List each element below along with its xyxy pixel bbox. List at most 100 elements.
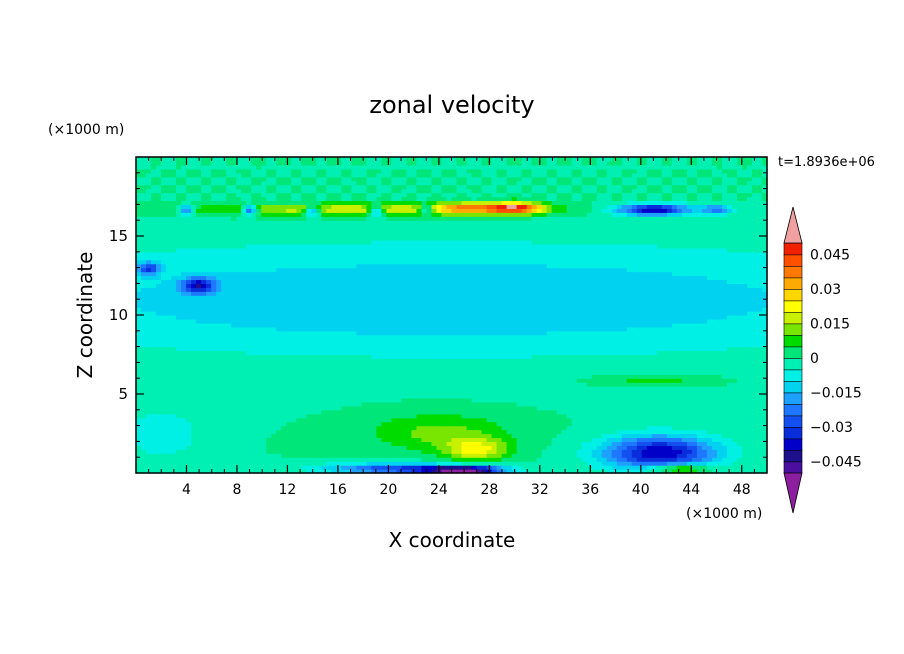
field-cell — [296, 315, 302, 320]
field-cell — [536, 405, 543, 411]
field-cell — [216, 366, 222, 371]
field-cell — [156, 326, 162, 332]
field-cell — [296, 326, 302, 332]
field-cell — [176, 330, 182, 336]
field-cell — [416, 362, 423, 367]
field-cell — [416, 358, 423, 363]
field-cell — [266, 429, 272, 435]
field-cell — [671, 334, 678, 340]
field-cell — [721, 378, 728, 383]
field-cell — [276, 358, 282, 363]
field-cell — [631, 326, 638, 332]
field-cell — [141, 409, 147, 415]
field-cell — [241, 350, 247, 356]
field-cell — [531, 315, 538, 320]
field-cell — [261, 449, 267, 454]
field-cell — [581, 386, 588, 391]
field-cell — [476, 366, 483, 371]
field-cell — [426, 441, 433, 446]
field-cell — [476, 350, 483, 356]
field-cell — [761, 397, 768, 403]
field-cell — [281, 342, 287, 348]
field-cell — [301, 390, 307, 395]
field-cell — [571, 318, 578, 324]
field-cell — [386, 315, 393, 320]
field-cell — [626, 338, 633, 344]
field-cell — [661, 449, 668, 454]
field-cell — [196, 378, 202, 383]
field-cell — [736, 409, 743, 415]
field-cell — [296, 366, 302, 371]
field-cell — [596, 326, 603, 332]
field-cell — [516, 461, 523, 466]
field-cell — [691, 358, 698, 363]
field-cell — [466, 421, 473, 427]
field-cell — [436, 366, 443, 371]
field-cell — [536, 370, 543, 375]
field-cell — [476, 338, 483, 344]
field-cell — [446, 429, 453, 435]
field-cell — [586, 429, 593, 435]
field-cell — [431, 366, 438, 371]
field-cell — [506, 413, 513, 419]
field-cell — [166, 350, 172, 356]
field-cell — [366, 433, 372, 439]
field-cell — [401, 425, 408, 431]
field-cell — [611, 465, 618, 470]
field-cell — [266, 453, 272, 458]
field-cell — [341, 366, 347, 371]
field-cell — [581, 417, 588, 423]
field-cell — [651, 433, 658, 439]
field-cell — [196, 433, 202, 439]
field-cell — [301, 465, 307, 470]
field-cell — [216, 397, 222, 403]
field-cell — [391, 315, 398, 320]
field-cell — [216, 437, 222, 442]
field-cell — [411, 465, 418, 470]
field-cell — [426, 342, 433, 348]
field-cell — [396, 441, 403, 446]
field-cell — [666, 362, 673, 367]
field-cell — [506, 449, 513, 454]
field-cell — [531, 346, 538, 352]
field-cell — [391, 453, 398, 458]
field-cell — [481, 394, 488, 399]
field-cell — [741, 326, 748, 332]
field-cell — [381, 401, 387, 407]
field-cell — [286, 465, 292, 470]
field-cell — [361, 437, 367, 442]
field-cell — [666, 330, 673, 336]
field-cell — [686, 465, 693, 470]
field-cell — [711, 394, 718, 399]
field-cell — [361, 330, 367, 336]
field-cell — [461, 326, 468, 332]
field-cell — [746, 378, 753, 383]
field-cell — [176, 334, 182, 340]
field-cell — [356, 449, 362, 454]
field-cell — [691, 366, 698, 371]
field-cell — [241, 315, 247, 320]
field-cell — [276, 457, 282, 462]
field-cell — [626, 397, 633, 403]
field-cell — [456, 322, 463, 328]
field-cell — [691, 382, 698, 387]
field-cell — [536, 401, 543, 407]
field-cell — [211, 425, 217, 431]
field-cell — [566, 413, 573, 419]
field-cell — [736, 326, 743, 332]
field-cell — [541, 461, 548, 466]
field-cell — [506, 441, 513, 446]
field-cell — [521, 342, 528, 348]
field-cell — [381, 362, 387, 367]
field-cell — [351, 441, 357, 446]
field-cell — [451, 315, 458, 320]
field-cell — [601, 338, 608, 344]
field-cell — [681, 405, 688, 411]
field-cell — [636, 374, 643, 379]
field-cell — [326, 390, 332, 395]
field-cell — [426, 350, 433, 356]
field-cell — [651, 453, 658, 458]
field-cell — [351, 425, 357, 431]
field-cell — [301, 437, 307, 442]
field-cell — [231, 386, 237, 391]
